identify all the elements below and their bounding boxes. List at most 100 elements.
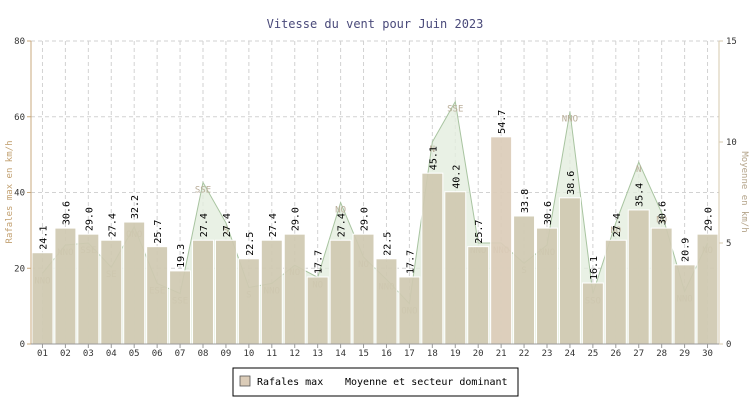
legend: Rafales max Moyenne et secteur dominant (232, 367, 519, 397)
y-tick-label: 40 (14, 189, 25, 199)
bar-day-28 (650, 227, 673, 345)
x-tick-label: 05 (129, 349, 140, 359)
x-tick-label: 25 (587, 349, 598, 359)
bar-value-label: 29.0 (84, 207, 95, 231)
bar-value-label: 27.4 (268, 213, 279, 237)
gust-bars: 24.1 30.6 29.0 27.4 32.2 25.7 19.3 27.4 27.4 22.5… (31, 110, 719, 345)
bar-day-13 (306, 276, 329, 345)
direction-label: NO (656, 216, 667, 226)
x-tick-label: 09 (221, 349, 232, 359)
x-tick-label: 26 (610, 349, 621, 359)
x-tick-label: 08 (198, 349, 209, 359)
x-tick-label: 18 (427, 349, 438, 359)
bar-value-label: 29.0 (704, 207, 715, 231)
bar-value-label: 32.2 (130, 195, 141, 219)
bar-value-label: 40.2 (451, 165, 462, 189)
bar-value-label: 45.1 (428, 146, 439, 170)
bar-value-label: 27.4 (337, 213, 348, 237)
bar-value-label: 25.7 (474, 220, 485, 244)
bar-day-18 (421, 172, 444, 345)
y-tick-label: 0 (20, 340, 25, 350)
bar-value-label: 30.6 (61, 201, 72, 225)
bar-value-label: 16.1 (589, 256, 600, 280)
x-tick-label: 14 (335, 349, 346, 359)
direction-label: NO (335, 206, 346, 216)
direction-label: N (430, 145, 435, 155)
bar-value-label: 35.4 (635, 183, 646, 207)
legend-swatch-gusts (239, 375, 251, 387)
bar-day-05 (123, 221, 146, 345)
bar-day-19 (444, 191, 467, 345)
x-tick-label: 21 (496, 349, 507, 359)
direction-label: SSE (195, 185, 211, 195)
bar-day-26 (604, 239, 627, 345)
y2-tick-label: 0 (726, 340, 731, 350)
chart-title: Vitesse du vent pour Juin 2023 (267, 17, 484, 31)
bar-value-label: 33.8 (520, 189, 531, 213)
x-tick-label: 27 (633, 349, 644, 359)
x-tick-label: 19 (450, 349, 461, 359)
y2-axis-title: Moyenne en km/h (739, 151, 749, 232)
bar-day-03 (77, 233, 100, 345)
bar-day-06 (146, 246, 169, 345)
bar-value-label: 17.7 (314, 250, 325, 274)
x-tick-label: 29 (679, 349, 690, 359)
x-tick-label: 02 (60, 349, 71, 359)
bar-day-29 (673, 264, 696, 345)
bar-value-label: 19.3 (176, 244, 187, 268)
bar-day-25 (581, 282, 604, 345)
bar-day-30 (696, 233, 719, 345)
bar-day-24 (558, 197, 581, 345)
bar-day-11 (260, 239, 283, 345)
bar-day-09 (214, 239, 237, 345)
bar-day-21 (490, 136, 513, 345)
bar-value-label: 24.1 (38, 226, 49, 250)
bar-day-04 (100, 239, 123, 345)
legend-box (232, 367, 519, 397)
y-tick-label: 80 (14, 37, 25, 47)
bar-day-27 (627, 209, 650, 345)
x-tick-label: 07 (175, 349, 186, 359)
x-tick-label: 03 (83, 349, 94, 359)
x-tick-label: 15 (358, 349, 369, 359)
legend-label-average: Moyenne et secteur dominant (345, 377, 508, 388)
y2-tick-label: 5 (726, 239, 731, 249)
bar-day-07 (169, 270, 192, 345)
bar-day-15 (352, 233, 375, 345)
y-tick-label: 60 (14, 113, 25, 123)
bar-day-02 (54, 227, 77, 345)
direction-label: NNO (562, 115, 578, 125)
x-tick-label: 06 (152, 349, 163, 359)
bar-value-label: 27.4 (222, 213, 233, 237)
bar-value-label: 25.7 (153, 220, 164, 244)
bar-day-10 (237, 258, 260, 345)
bar-value-label: 30.6 (658, 201, 669, 225)
bar-day-23 (536, 227, 558, 345)
direction-label: SSE (447, 105, 463, 115)
bar-value-label: 30.6 (543, 201, 554, 225)
x-tick-label: 23 (542, 349, 553, 359)
direction-label: NO (610, 226, 621, 236)
x-tick-label: 11 (266, 349, 277, 359)
bar-day-12 (283, 233, 306, 345)
bar-value-label: 54.7 (497, 110, 508, 134)
x-tick-label: 20 (473, 349, 484, 359)
x-tick-label: 12 (289, 349, 300, 359)
bar-value-label: 27.4 (612, 213, 623, 237)
y-axis-title: Rafales max en km/h (5, 141, 15, 244)
bar-value-label: 29.0 (291, 207, 302, 231)
legend-label-gusts: Rafales max (257, 377, 323, 388)
x-tick-label: 28 (656, 349, 667, 359)
x-tick-label: 10 (243, 349, 254, 359)
direction-label: N (636, 165, 641, 175)
bar-value-label: 22.5 (245, 232, 256, 256)
bar-day-01 (31, 252, 54, 345)
y2-tick-label: 10 (726, 138, 737, 148)
x-tick-label: 24 (565, 349, 576, 359)
bar-value-label: 22.5 (382, 232, 393, 256)
bar-value-label: 17.7 (405, 250, 416, 274)
x-tick-label: 13 (312, 349, 323, 359)
x-tick-label: 01 (37, 349, 48, 359)
